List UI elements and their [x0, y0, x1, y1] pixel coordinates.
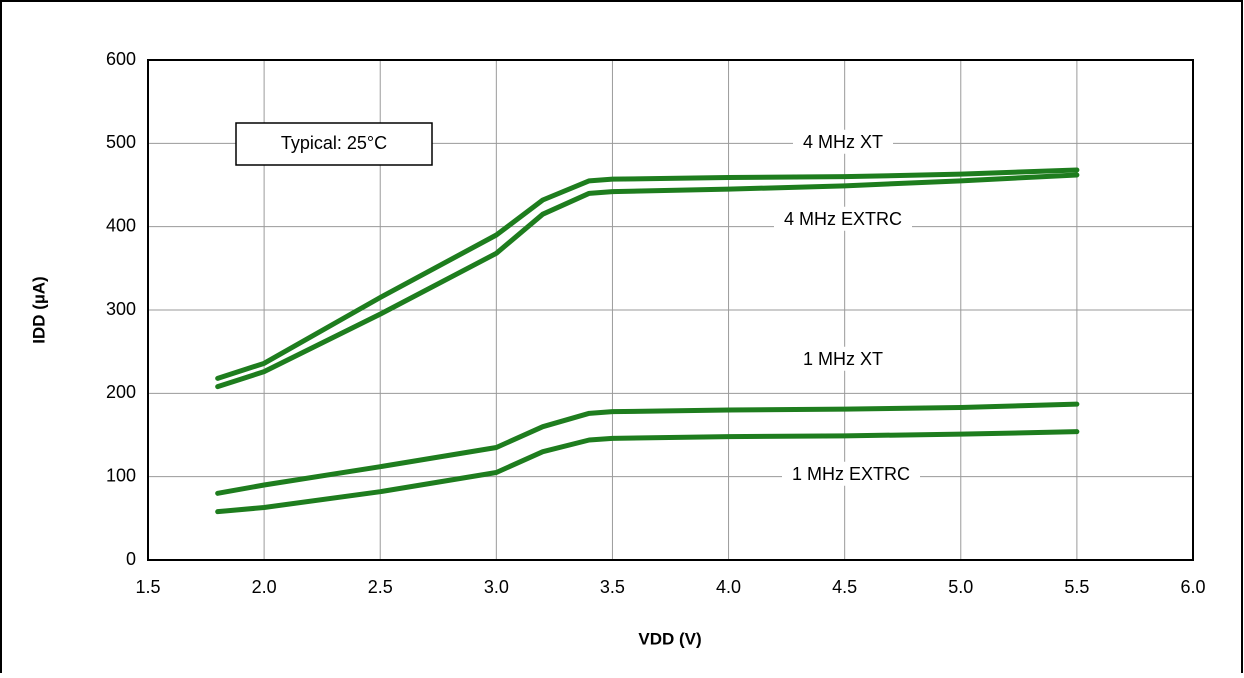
series-label: 4 MHz XT — [803, 132, 883, 152]
y-tick-label: 100 — [106, 465, 136, 485]
y-tick-label: 500 — [106, 132, 136, 152]
x-tick-label: 4.0 — [716, 577, 741, 597]
x-tick-label: 2.0 — [252, 577, 277, 597]
series-label-bg — [773, 206, 913, 231]
x-tick-label: 3.0 — [484, 577, 509, 597]
y-tick-label: 200 — [106, 382, 136, 402]
series-line — [215, 172, 1080, 390]
x-tick-label: 2.5 — [368, 577, 393, 597]
x-tick-label: 1.5 — [135, 577, 160, 597]
x-tick-label: 5.5 — [1064, 577, 1089, 597]
series-line — [215, 429, 1080, 515]
y-tick-label: 0 — [126, 549, 136, 569]
plot-border — [147, 59, 1194, 561]
y-tick-label: 400 — [106, 215, 136, 235]
y-axis-label: IDD (µA) — [29, 276, 48, 343]
x-tick-label: 5.0 — [948, 577, 973, 597]
x-axis-label: VDD (V) — [638, 629, 701, 648]
series-line — [215, 401, 1080, 496]
annotation: Typical: 25°C — [281, 133, 387, 153]
x-tick-label: 6.0 — [1180, 577, 1205, 597]
series-label-bg — [781, 461, 921, 486]
series-line — [215, 167, 1080, 381]
annotation-box — [235, 122, 433, 166]
x-tick-label: 4.5 — [832, 577, 857, 597]
series-label: 1 MHz EXTRC — [792, 464, 910, 484]
series-label: 4 MHz EXTRC — [784, 209, 902, 229]
x-tick-label: 3.5 — [600, 577, 625, 597]
series-label-bg — [792, 346, 894, 371]
series-label-bg — [792, 129, 894, 154]
series-label: 1 MHz XT — [803, 349, 883, 369]
y-tick-label: 600 — [106, 49, 136, 69]
y-tick-label: 300 — [106, 299, 136, 319]
